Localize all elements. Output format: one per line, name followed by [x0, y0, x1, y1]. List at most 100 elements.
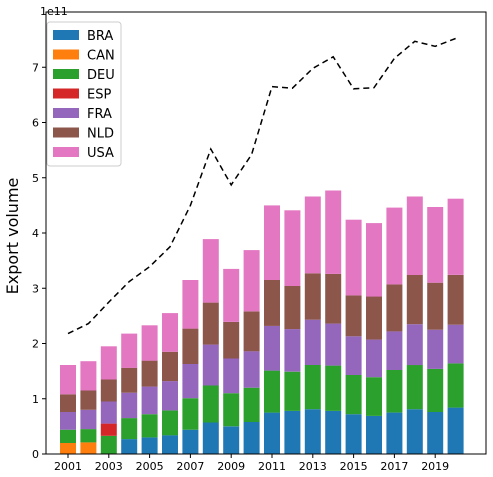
- bar-bra-2016: [366, 415, 382, 454]
- bar-usa-2006: [162, 313, 178, 352]
- bar-bra-2009: [223, 426, 240, 454]
- bar-fra-2007: [182, 363, 199, 399]
- bar-fra-2016: [366, 339, 382, 378]
- bar-usa-2018: [406, 196, 423, 275]
- bar-fra-2003: [100, 401, 117, 424]
- bar-bra-2013: [304, 409, 321, 454]
- bar-fra-2012: [284, 329, 301, 372]
- bar-nld-2008: [202, 302, 219, 345]
- bar-fra-2005: [141, 386, 158, 415]
- bar-fra-2006: [162, 381, 178, 411]
- bar-deu-2015: [345, 375, 362, 415]
- bar-bra-2004: [121, 439, 138, 454]
- bar-deu-2016: [366, 377, 382, 416]
- bar-fra-2004: [121, 392, 138, 419]
- bar-nld-2004: [121, 367, 138, 393]
- bar-deu-2017: [386, 370, 403, 413]
- legend-swatch-nld: [53, 127, 79, 138]
- bar-nld-2010: [243, 311, 260, 352]
- y-offset-label: 1e11: [40, 5, 68, 18]
- bar-nld-2016: [366, 296, 382, 340]
- y-tick-label-3: 3: [32, 282, 39, 295]
- bar-bra-2015: [345, 414, 362, 454]
- bar-fra-2008: [202, 344, 219, 386]
- y-tick-label-2: 2: [32, 338, 39, 351]
- bar-deu-2019: [427, 368, 444, 412]
- bar-fra-2017: [386, 331, 403, 370]
- legend-label-esp: ESP: [87, 88, 111, 103]
- bar-fra-2010: [243, 351, 260, 388]
- bar-bra-2018: [406, 409, 423, 454]
- y-tick-label-0: 0: [32, 448, 39, 461]
- x-axis: 2001 2003 2005 2007 2009 2011 2013 2015 2017 2019: [54, 454, 449, 473]
- legend-swatch-bra: [53, 30, 79, 40]
- y-tick-label-7: 7: [32, 61, 39, 74]
- bar-fra-2002: [80, 409, 97, 430]
- bar-deu-2014: [325, 365, 342, 411]
- bar-nld-2017: [386, 284, 403, 332]
- y-tick-label-1: 1: [32, 393, 39, 406]
- bar-usa-2015: [345, 219, 362, 296]
- bar-nld-2018: [406, 275, 423, 325]
- bar-deu-2004: [121, 418, 138, 440]
- bar-fra-2015: [345, 336, 362, 375]
- bar-fra-2011: [264, 325, 280, 371]
- legend-label-fra: FRA: [87, 107, 112, 122]
- bar-usa-2019: [427, 207, 444, 283]
- x-tick-label-2009: 2009: [217, 460, 245, 473]
- bar-usa-2014: [325, 190, 342, 274]
- x-tick-label-2019: 2019: [421, 460, 449, 473]
- bar-usa-2003: [100, 346, 117, 380]
- bar-nld-2002: [80, 390, 97, 410]
- bar-bra-2005: [141, 437, 158, 454]
- bar-fra-2019: [427, 329, 444, 369]
- bar-deu-2006: [162, 410, 178, 436]
- bar-bra-2011: [264, 412, 280, 454]
- bar-nld-2011: [264, 280, 280, 326]
- bars-layer: [60, 190, 464, 454]
- bar-bra-2006: [162, 435, 178, 454]
- bar-usa-2016: [366, 223, 382, 297]
- legend-swatch-usa: [53, 147, 79, 157]
- bar-bra-2007: [182, 429, 199, 454]
- x-tick-label-2013: 2013: [299, 460, 327, 473]
- bar-bra-2010: [243, 422, 260, 454]
- bar-nld-2005: [141, 360, 158, 387]
- bar-fra-2018: [406, 324, 423, 366]
- bar-bra-2017: [386, 412, 403, 454]
- bar-usa-2013: [304, 196, 321, 274]
- x-tick-label-2015: 2015: [340, 460, 368, 473]
- legend-label-can: CAN: [87, 49, 115, 64]
- bar-bra-2014: [325, 410, 342, 454]
- bar-nld-2020: [447, 275, 464, 325]
- bar-deu-2002: [80, 429, 97, 443]
- legend-label-nld: NLD: [87, 127, 114, 142]
- bar-fra-2009: [223, 358, 240, 394]
- bar-usa-2001: [60, 365, 76, 395]
- legend-label-usa: USA: [87, 146, 114, 161]
- bar-usa-2017: [386, 207, 403, 285]
- bar-nld-2001: [60, 394, 76, 412]
- legend-swatch-fra: [53, 108, 79, 118]
- bar-usa-2002: [80, 361, 97, 391]
- x-tick-label-2001: 2001: [54, 460, 82, 473]
- bar-nld-2014: [325, 273, 342, 324]
- bar-usa-2007: [182, 280, 199, 329]
- bar-nld-2019: [427, 282, 444, 330]
- bar-can-2001: [60, 442, 76, 454]
- bar-nld-2013: [304, 273, 321, 320]
- bar-bra-2008: [202, 422, 219, 454]
- bar-fra-2014: [325, 323, 342, 366]
- legend: BRA CAN DEU ESP FRA NLD USA: [46, 21, 122, 167]
- legend-swatch-can: [53, 49, 79, 60]
- bar-usa-2005: [141, 325, 158, 361]
- bar-nld-2015: [345, 295, 362, 337]
- y-axis: 0 1 2 3 4 5 6 7: [32, 61, 46, 461]
- bar-usa-2010: [243, 250, 260, 312]
- bar-deu-2018: [406, 365, 423, 410]
- bar-nld-2007: [182, 328, 199, 364]
- bar-deu-2005: [141, 414, 158, 438]
- legend-label-deu: DEU: [87, 68, 115, 83]
- bar-bra-2019: [427, 412, 444, 454]
